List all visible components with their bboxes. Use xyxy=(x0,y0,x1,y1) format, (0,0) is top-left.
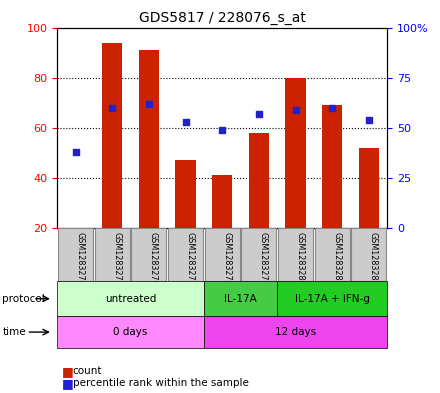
Bar xyxy=(322,105,342,228)
Point xyxy=(72,149,79,155)
Bar xyxy=(249,133,269,228)
Bar xyxy=(139,50,159,228)
Text: GSM1283282: GSM1283282 xyxy=(369,232,378,286)
Bar xyxy=(241,228,276,281)
Text: percentile rank within the sample: percentile rank within the sample xyxy=(73,378,249,388)
Text: IL-17A: IL-17A xyxy=(224,294,257,304)
Point xyxy=(182,119,189,125)
Bar xyxy=(315,228,350,281)
Bar xyxy=(205,228,240,281)
Point xyxy=(145,101,152,107)
Text: ■: ■ xyxy=(62,365,73,378)
Point xyxy=(255,110,262,117)
Text: GSM1283280: GSM1283280 xyxy=(296,232,304,286)
Point xyxy=(329,105,336,111)
Bar xyxy=(278,228,313,281)
Bar xyxy=(95,228,130,281)
Text: 0 days: 0 days xyxy=(114,327,148,337)
Bar xyxy=(102,42,122,228)
Bar xyxy=(286,78,306,228)
Text: count: count xyxy=(73,366,102,376)
Bar xyxy=(58,228,93,281)
Text: time: time xyxy=(2,327,26,337)
Text: GSM1283278: GSM1283278 xyxy=(222,232,231,286)
Bar xyxy=(131,228,166,281)
Text: GSM1283281: GSM1283281 xyxy=(332,232,341,286)
Text: IL-17A + IFN-g: IL-17A + IFN-g xyxy=(295,294,370,304)
Text: GSM1283274: GSM1283274 xyxy=(76,232,84,286)
Text: GSM1283279: GSM1283279 xyxy=(259,232,268,286)
Point xyxy=(365,117,372,123)
Bar xyxy=(212,175,232,228)
Point xyxy=(109,105,116,111)
Text: GSM1283275: GSM1283275 xyxy=(112,232,121,286)
Title: GDS5817 / 228076_s_at: GDS5817 / 228076_s_at xyxy=(139,11,306,25)
Text: 12 days: 12 days xyxy=(275,327,316,337)
Text: GSM1283277: GSM1283277 xyxy=(186,232,194,286)
Bar xyxy=(176,160,196,228)
Point xyxy=(292,107,299,113)
Bar xyxy=(351,228,386,281)
Text: untreated: untreated xyxy=(105,294,156,304)
Bar xyxy=(359,148,379,228)
Text: ■: ■ xyxy=(62,376,73,390)
Bar xyxy=(168,228,203,281)
Point xyxy=(219,127,226,133)
Text: GSM1283276: GSM1283276 xyxy=(149,232,158,286)
Text: protocol: protocol xyxy=(2,294,45,304)
